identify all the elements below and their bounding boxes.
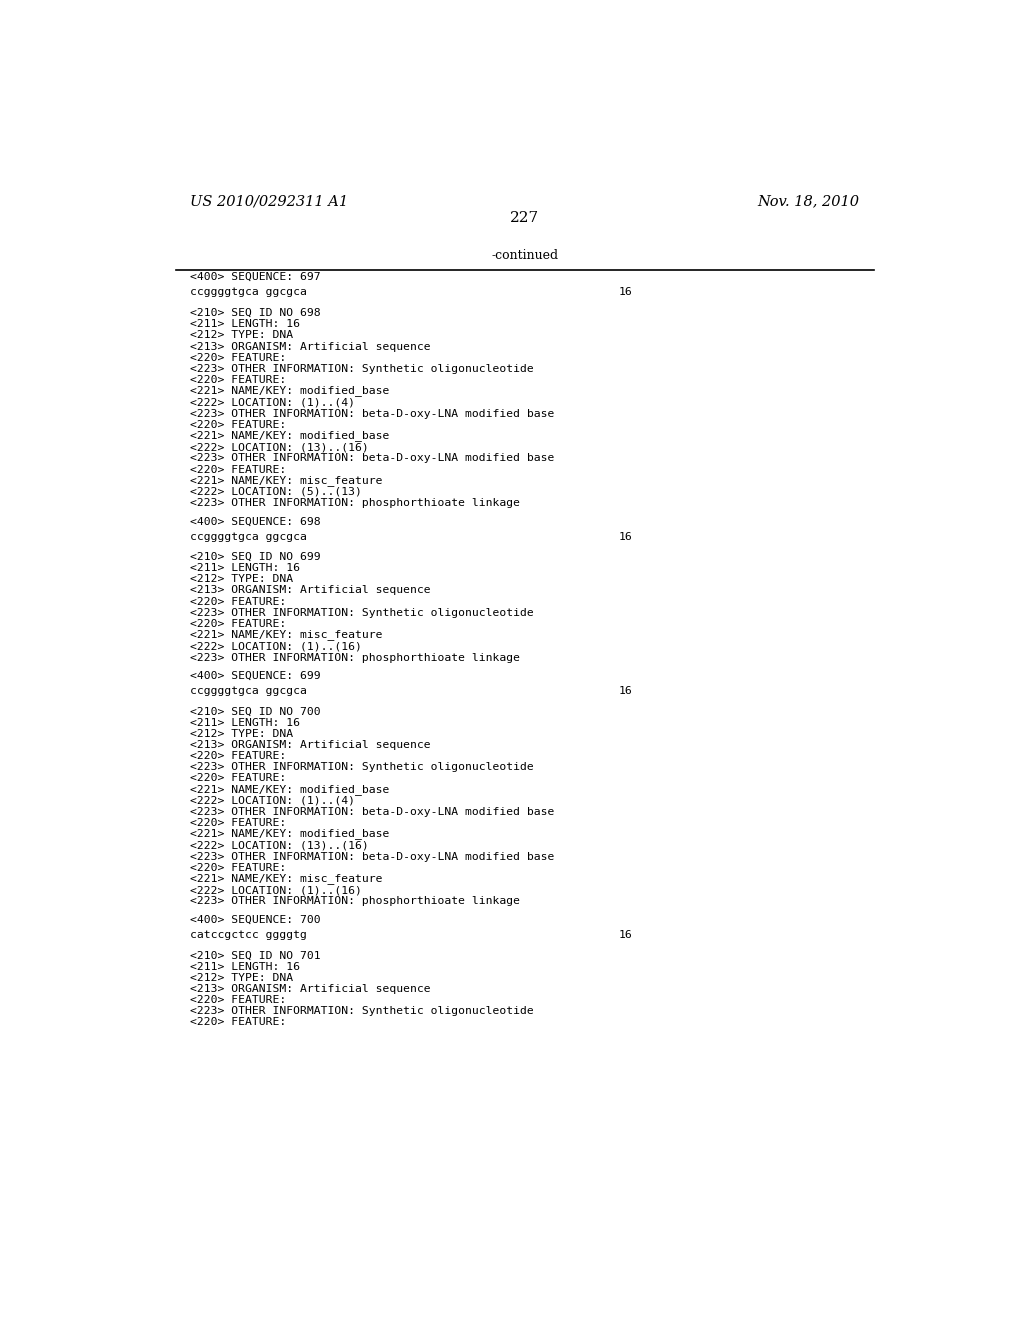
Text: <213> ORGANISM: Artificial sequence: <213> ORGANISM: Artificial sequence: [189, 586, 430, 595]
Text: <220> FEATURE:: <220> FEATURE:: [189, 352, 286, 363]
Text: <220> FEATURE:: <220> FEATURE:: [189, 995, 286, 1005]
Text: <212> TYPE: DNA: <212> TYPE: DNA: [189, 330, 293, 341]
Text: <213> ORGANISM: Artificial sequence: <213> ORGANISM: Artificial sequence: [189, 342, 430, 351]
Text: <400> SEQUENCE: 699: <400> SEQUENCE: 699: [189, 671, 321, 681]
Text: ccggggtgca ggcgca: ccggggtgca ggcgca: [189, 286, 307, 297]
Text: <211> LENGTH: 16: <211> LENGTH: 16: [189, 564, 300, 573]
Text: 227: 227: [510, 211, 540, 226]
Text: <222> LOCATION: (1)..(16): <222> LOCATION: (1)..(16): [189, 642, 361, 651]
Text: <223> OTHER INFORMATION: Synthetic oligonucleotide: <223> OTHER INFORMATION: Synthetic oligo…: [189, 364, 534, 374]
Text: <400> SEQUENCE: 700: <400> SEQUENCE: 700: [189, 915, 321, 925]
Text: <220> FEATURE:: <220> FEATURE:: [189, 420, 286, 430]
Text: <400> SEQUENCE: 697: <400> SEQUENCE: 697: [189, 272, 321, 281]
Text: 16: 16: [618, 286, 632, 297]
Text: <212> TYPE: DNA: <212> TYPE: DNA: [189, 973, 293, 982]
Text: ccggggtgca ggcgca: ccggggtgca ggcgca: [189, 686, 307, 696]
Text: <220> FEATURE:: <220> FEATURE:: [189, 751, 286, 762]
Text: <223> OTHER INFORMATION: beta-D-oxy-LNA modified base: <223> OTHER INFORMATION: beta-D-oxy-LNA …: [189, 807, 554, 817]
Text: 16: 16: [618, 532, 632, 541]
Text: <221> NAME/KEY: modified_base: <221> NAME/KEY: modified_base: [189, 385, 389, 396]
Text: US 2010/0292311 A1: US 2010/0292311 A1: [189, 194, 348, 209]
Text: Nov. 18, 2010: Nov. 18, 2010: [758, 194, 860, 209]
Text: <222> LOCATION: (1)..(4): <222> LOCATION: (1)..(4): [189, 796, 355, 805]
Text: <223> OTHER INFORMATION: Synthetic oligonucleotide: <223> OTHER INFORMATION: Synthetic oligo…: [189, 607, 534, 618]
Text: <220> FEATURE:: <220> FEATURE:: [189, 619, 286, 630]
Text: <220> FEATURE:: <220> FEATURE:: [189, 465, 286, 474]
Text: <220> FEATURE:: <220> FEATURE:: [189, 597, 286, 607]
Text: <220> FEATURE:: <220> FEATURE:: [189, 863, 286, 873]
Text: <212> TYPE: DNA: <212> TYPE: DNA: [189, 574, 293, 585]
Text: <210> SEQ ID NO 699: <210> SEQ ID NO 699: [189, 552, 321, 562]
Text: 16: 16: [618, 686, 632, 696]
Text: <221> NAME/KEY: modified_base: <221> NAME/KEY: modified_base: [189, 784, 389, 795]
Text: <223> OTHER INFORMATION: Synthetic oligonucleotide: <223> OTHER INFORMATION: Synthetic oligo…: [189, 1006, 534, 1016]
Text: <211> LENGTH: 16: <211> LENGTH: 16: [189, 718, 300, 727]
Text: <223> OTHER INFORMATION: beta-D-oxy-LNA modified base: <223> OTHER INFORMATION: beta-D-oxy-LNA …: [189, 453, 554, 463]
Text: <223> OTHER INFORMATION: phosphorthioate linkage: <223> OTHER INFORMATION: phosphorthioate…: [189, 896, 520, 907]
Text: <211> LENGTH: 16: <211> LENGTH: 16: [189, 961, 300, 972]
Text: -continued: -continued: [492, 249, 558, 263]
Text: <220> FEATURE:: <220> FEATURE:: [189, 818, 286, 828]
Text: <223> OTHER INFORMATION: phosphorthioate linkage: <223> OTHER INFORMATION: phosphorthioate…: [189, 652, 520, 663]
Text: <211> LENGTH: 16: <211> LENGTH: 16: [189, 319, 300, 329]
Text: <221> NAME/KEY: modified_base: <221> NAME/KEY: modified_base: [189, 829, 389, 840]
Text: ccggggtgca ggcgca: ccggggtgca ggcgca: [189, 532, 307, 541]
Text: <400> SEQUENCE: 698: <400> SEQUENCE: 698: [189, 516, 321, 527]
Text: <222> LOCATION: (13)..(16): <222> LOCATION: (13)..(16): [189, 442, 369, 453]
Text: <221> NAME/KEY: misc_feature: <221> NAME/KEY: misc_feature: [189, 630, 382, 640]
Text: <221> NAME/KEY: misc_feature: <221> NAME/KEY: misc_feature: [189, 874, 382, 884]
Text: 16: 16: [618, 931, 632, 940]
Text: <222> LOCATION: (13)..(16): <222> LOCATION: (13)..(16): [189, 841, 369, 850]
Text: <212> TYPE: DNA: <212> TYPE: DNA: [189, 729, 293, 739]
Text: <222> LOCATION: (1)..(4): <222> LOCATION: (1)..(4): [189, 397, 355, 408]
Text: <210> SEQ ID NO 698: <210> SEQ ID NO 698: [189, 308, 321, 318]
Text: <223> OTHER INFORMATION: beta-D-oxy-LNA modified base: <223> OTHER INFORMATION: beta-D-oxy-LNA …: [189, 851, 554, 862]
Text: <221> NAME/KEY: modified_base: <221> NAME/KEY: modified_base: [189, 430, 389, 441]
Text: <220> FEATURE:: <220> FEATURE:: [189, 1018, 286, 1027]
Text: <213> ORGANISM: Artificial sequence: <213> ORGANISM: Artificial sequence: [189, 741, 430, 750]
Text: <222> LOCATION: (5)..(13): <222> LOCATION: (5)..(13): [189, 487, 361, 496]
Text: <223> OTHER INFORMATION: beta-D-oxy-LNA modified base: <223> OTHER INFORMATION: beta-D-oxy-LNA …: [189, 409, 554, 418]
Text: catccgctcc ggggtg: catccgctcc ggggtg: [189, 931, 307, 940]
Text: <223> OTHER INFORMATION: Synthetic oligonucleotide: <223> OTHER INFORMATION: Synthetic oligo…: [189, 763, 534, 772]
Text: <213> ORGANISM: Artificial sequence: <213> ORGANISM: Artificial sequence: [189, 983, 430, 994]
Text: <210> SEQ ID NO 701: <210> SEQ ID NO 701: [189, 950, 321, 961]
Text: <221> NAME/KEY: misc_feature: <221> NAME/KEY: misc_feature: [189, 475, 382, 486]
Text: <220> FEATURE:: <220> FEATURE:: [189, 774, 286, 784]
Text: <220> FEATURE:: <220> FEATURE:: [189, 375, 286, 385]
Text: <223> OTHER INFORMATION: phosphorthioate linkage: <223> OTHER INFORMATION: phosphorthioate…: [189, 498, 520, 508]
Text: <222> LOCATION: (1)..(16): <222> LOCATION: (1)..(16): [189, 886, 361, 895]
Text: <210> SEQ ID NO 700: <210> SEQ ID NO 700: [189, 706, 321, 717]
